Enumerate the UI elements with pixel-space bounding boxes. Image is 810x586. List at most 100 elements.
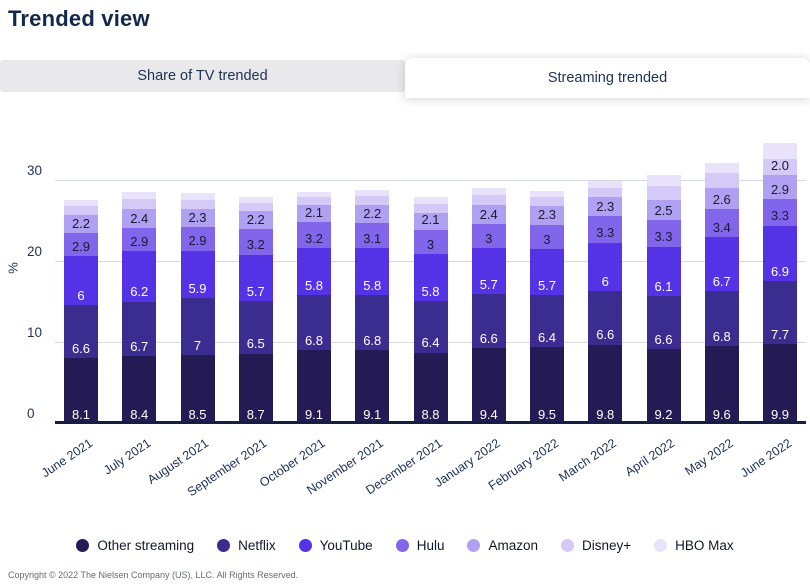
bar-segment-netflix[interactable]: 6.6 (471, 294, 506, 348)
bar-segment-other-streaming[interactable]: 9.1 (297, 350, 331, 424)
bar-segment-amazon[interactable]: 2.3 (588, 197, 623, 216)
bar-segment-netflix[interactable]: 6.4 (530, 295, 564, 348)
bar-segment-other-streaming[interactable]: 9.9 (763, 343, 797, 424)
bar-segment-disney+[interactable] (64, 206, 98, 216)
bar-segment-other-streaming[interactable]: 9.6 (704, 346, 739, 424)
bar-segment-hbo-max[interactable] (588, 181, 623, 188)
legend-item-youtube[interactable]: YouTube (298, 538, 373, 553)
bar-segment-youtube[interactable]: 6 (588, 242, 623, 292)
bar-segment-disney+[interactable] (471, 194, 506, 205)
bar-segment-disney+[interactable] (588, 187, 623, 198)
bar-segment-youtube[interactable]: 6.2 (122, 251, 157, 302)
bar-segment-hulu[interactable]: 2.9 (180, 227, 215, 251)
bar-segment-hbo-max[interactable] (297, 191, 331, 198)
bar-segment-hulu[interactable]: 3 (530, 224, 564, 250)
bar-segment-netflix[interactable]: 6.8 (297, 295, 331, 351)
bar-segment-netflix[interactable]: 6.8 (704, 291, 739, 347)
tab-streaming-trended[interactable]: Streaming trended (405, 58, 810, 98)
bar-segment-netflix[interactable]: 6.6 (64, 304, 98, 359)
bar-segment-netflix[interactable]: 7.7 (763, 281, 797, 344)
bar-segment-youtube[interactable]: 5.7 (471, 248, 506, 295)
bar-segment-hbo-max[interactable] (763, 143, 797, 160)
bar-segment-hbo-max[interactable] (122, 191, 157, 199)
bar-segment-hbo-max[interactable] (413, 197, 448, 204)
bar-segment-hbo-max[interactable] (64, 199, 98, 207)
bar-segment-hulu[interactable]: 3.3 (646, 219, 681, 247)
bar-segment-youtube[interactable]: 6.9 (763, 225, 797, 282)
bar-segment-netflix[interactable]: 6.7 (122, 301, 157, 356)
bar-segment-amazon[interactable]: 2.6 (704, 188, 739, 210)
bar-segment-netflix[interactable]: 6.8 (355, 295, 390, 351)
bar-segment-youtube[interactable]: 5.8 (297, 248, 331, 296)
bar-segment-amazon[interactable]: 2.2 (238, 211, 273, 229)
legend-item-amazon[interactable]: Amazon (467, 538, 538, 553)
bar-segment-other-streaming[interactable]: 9.4 (471, 347, 506, 424)
bar-segment-youtube[interactable]: 6.7 (704, 236, 739, 292)
bar-segment-amazon[interactable]: 2.3 (530, 206, 564, 225)
bar-segment-amazon[interactable]: 2.1 (297, 205, 331, 223)
bar-segment-disney+[interactable] (238, 202, 273, 212)
bar-segment-other-streaming[interactable]: 8.1 (64, 358, 98, 424)
bar-segment-netflix[interactable]: 7 (180, 298, 215, 356)
bar-segment-hulu[interactable]: 3.3 (763, 198, 797, 226)
bar-segment-hulu[interactable]: 3.3 (588, 215, 623, 243)
bar-segment-amazon[interactable]: 2.5 (646, 199, 681, 220)
bar-segment-amazon[interactable]: 2.2 (64, 215, 98, 233)
bar-segment-netflix[interactable]: 6.6 (588, 291, 623, 345)
bar-segment-netflix[interactable]: 6.6 (646, 296, 681, 350)
bar-segment-amazon[interactable]: 2.1 (413, 213, 448, 230)
bar-segment-other-streaming[interactable]: 8.4 (122, 355, 157, 424)
bar-segment-hulu[interactable]: 2.9 (64, 232, 98, 257)
bar-segment-hulu[interactable]: 3.2 (238, 228, 273, 255)
bar-segment-youtube[interactable]: 6 (64, 256, 98, 305)
bar-segment-disney+[interactable] (355, 196, 390, 206)
bar-segment-netflix[interactable]: 6.4 (413, 300, 448, 353)
bar-segment-disney+[interactable] (704, 172, 739, 189)
bar-segment-amazon[interactable]: 2.3 (180, 208, 215, 228)
bar-segment-amazon[interactable]: 2.4 (122, 208, 157, 228)
legend-item-netflix[interactable]: Netflix (217, 538, 276, 553)
bar-segment-hbo-max[interactable] (238, 197, 273, 203)
bar-segment-disney+[interactable] (297, 197, 331, 206)
bar-segment-youtube[interactable]: 5.9 (180, 250, 215, 299)
bar-segment-hulu[interactable]: 2.9 (122, 228, 157, 252)
bar-segment-youtube[interactable]: 5.8 (413, 253, 448, 301)
bar-segment-hulu[interactable]: 3 (471, 223, 506, 249)
bar-segment-hbo-max[interactable] (530, 190, 564, 198)
tab-share-of-tv-trended[interactable]: Share of TV trended (0, 60, 405, 92)
bar-segment-other-streaming[interactable]: 8.7 (238, 353, 273, 424)
bar-segment-other-streaming[interactable]: 8.5 (180, 355, 215, 424)
bar-segment-youtube[interactable]: 5.7 (238, 254, 273, 301)
bar-segment-amazon[interactable]: 2.2 (355, 205, 390, 224)
bar-segment-amazon[interactable]: 2.4 (471, 204, 506, 224)
bar-segment-other-streaming[interactable]: 8.8 (413, 352, 448, 424)
bar-segment-disney+[interactable] (646, 185, 681, 200)
bar-segment-netflix[interactable]: 6.5 (238, 300, 273, 354)
bar-segment-hulu[interactable]: 3.1 (355, 223, 390, 249)
bar-segment-hulu[interactable]: 3.4 (704, 209, 739, 237)
bar-segment-hulu[interactable]: 3.2 (297, 222, 331, 249)
bar-segment-disney+[interactable] (122, 198, 157, 209)
bar-segment-youtube[interactable]: 5.7 (530, 249, 564, 296)
bar-segment-youtube[interactable]: 6.1 (646, 246, 681, 297)
legend-item-hbo-max[interactable]: HBO Max (654, 538, 734, 553)
bar-segment-other-streaming[interactable]: 9.2 (646, 349, 681, 424)
bar-segment-other-streaming[interactable]: 9.1 (355, 350, 390, 424)
bar-segment-disney+[interactable] (530, 197, 564, 207)
bar-segment-other-streaming[interactable]: 9.5 (530, 347, 564, 424)
bar-segment-hulu[interactable]: 3 (413, 229, 448, 254)
bar-segment-hbo-max[interactable] (355, 189, 390, 197)
bar-segment-hbo-max[interactable] (646, 174, 681, 186)
bar-segment-hbo-max[interactable] (704, 163, 739, 173)
bar-segment-disney+[interactable] (180, 199, 215, 209)
bar-segment-other-streaming[interactable]: 9.8 (588, 344, 623, 424)
bar-segment-youtube[interactable]: 5.8 (355, 248, 390, 296)
bar-segment-hbo-max[interactable] (471, 187, 506, 195)
bar-segment-amazon[interactable]: 2.9 (763, 175, 797, 199)
bar-segment-hbo-max[interactable] (180, 193, 215, 200)
legend-item-hulu[interactable]: Hulu (395, 538, 444, 553)
bar-segment-disney+[interactable]: 2.0 (763, 158, 797, 176)
bar-segment-disney+[interactable] (413, 203, 448, 213)
legend-item-disney+[interactable]: Disney+ (561, 538, 631, 553)
legend-item-other-streaming[interactable]: Other streaming (76, 538, 194, 553)
